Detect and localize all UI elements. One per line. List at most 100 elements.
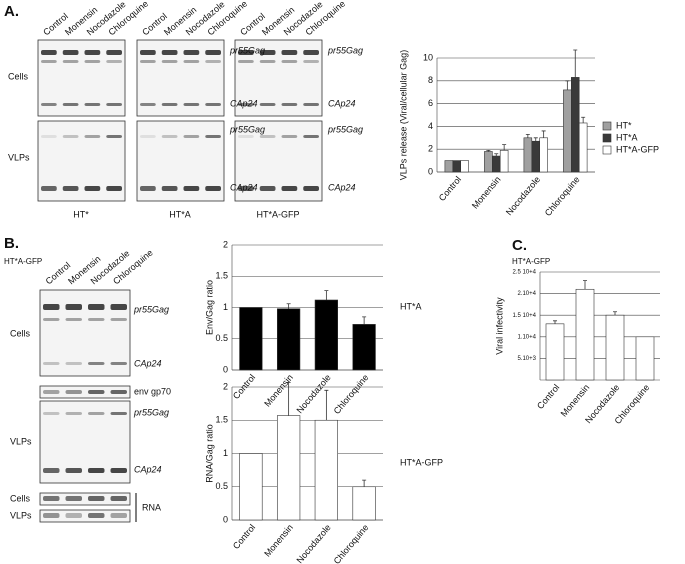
y-tick-label: 0 (428, 166, 433, 176)
panel-label: B. (4, 235, 19, 252)
error-bar (494, 153, 499, 157)
band (140, 60, 156, 63)
band (88, 496, 105, 501)
error-bar (613, 311, 617, 316)
y-tick-label: 1 (223, 448, 228, 458)
row-label: VLPs (10, 436, 32, 446)
cell-line: HT*A-GFP (512, 257, 550, 266)
band (84, 186, 101, 191)
error-bar (324, 389, 329, 421)
band (259, 135, 276, 138)
band (281, 186, 298, 191)
band (41, 135, 57, 138)
band (281, 50, 298, 55)
band (238, 186, 254, 191)
band (106, 103, 122, 106)
y-tick-label: 8 (428, 75, 433, 85)
bar (484, 151, 493, 173)
legend-swatch (602, 145, 612, 155)
band (62, 50, 79, 55)
x-tick-label: Nocodazole (295, 522, 333, 564)
band (106, 50, 122, 55)
band (303, 186, 319, 191)
band (88, 304, 105, 310)
band (65, 362, 82, 365)
band (303, 60, 319, 63)
band (43, 468, 60, 473)
row-label: VLPs (8, 152, 30, 162)
bar (444, 160, 454, 173)
band (303, 50, 319, 55)
y-tick-label: 2.10+4 (517, 291, 536, 297)
band (62, 60, 79, 63)
bar (531, 140, 540, 173)
error-bar (362, 479, 367, 487)
row-label: VLPs (10, 510, 32, 520)
bar (452, 160, 461, 173)
band (110, 412, 127, 415)
band (106, 186, 122, 191)
bar (635, 336, 655, 381)
error-bar (581, 116, 586, 123)
band (259, 60, 276, 63)
y-tick-label: 0.5 (215, 481, 228, 491)
band (65, 318, 82, 321)
band (88, 362, 105, 365)
error-bar (541, 130, 546, 138)
band (41, 186, 57, 191)
band-label: pr55Gag (229, 124, 265, 134)
band (110, 362, 127, 365)
y-tick-label: 6 (428, 98, 433, 108)
y-axis-title: Viral infectivity (494, 297, 504, 355)
band-label: pr55Gag (133, 304, 169, 314)
cell-line: HT*A-GFP (256, 209, 299, 219)
blot (39, 509, 131, 523)
band (84, 60, 101, 63)
cell-line: HT*A (169, 209, 191, 219)
error-bar (573, 49, 578, 78)
band (41, 103, 57, 106)
band (62, 103, 79, 106)
band (62, 186, 79, 191)
band (65, 390, 82, 394)
bar (499, 150, 509, 173)
y-tick-label: 1.5 10+4 (512, 313, 536, 319)
x-tick-label: Chloroquine (332, 522, 371, 564)
y-axis-title: VLPs release (Viral/cellular Gag) (398, 50, 408, 180)
band (183, 135, 200, 138)
band (65, 468, 82, 473)
error-bar (565, 80, 570, 90)
error-bar (286, 303, 291, 309)
band (238, 60, 254, 63)
band (259, 50, 276, 55)
band (161, 50, 178, 55)
band (140, 50, 156, 55)
error-bar (533, 137, 538, 142)
x-tick-label: Nocodazole (295, 372, 333, 415)
y-tick-label: 1.10+4 (517, 334, 536, 340)
band (183, 103, 200, 106)
x-tick-label: Control (231, 522, 257, 551)
band (41, 60, 57, 63)
band (110, 304, 127, 310)
blot (39, 492, 131, 506)
y-tick-label: 1 (223, 302, 228, 312)
band (238, 135, 254, 138)
bar (352, 324, 376, 371)
band (43, 513, 60, 518)
band (238, 103, 254, 106)
y-tick-label: 0.5 (215, 333, 228, 343)
band (62, 135, 79, 138)
band (88, 390, 105, 394)
error-bar (553, 320, 557, 324)
y-tick-label: 2.5 10+4 (512, 270, 536, 276)
band (281, 135, 298, 138)
error-bar (362, 316, 367, 325)
bar (539, 137, 548, 173)
band (205, 60, 221, 63)
band (43, 304, 60, 310)
x-tick-label: Chloroquine (332, 372, 371, 416)
band-label: pr55Gag (327, 124, 363, 134)
band (88, 412, 105, 415)
x-tick-label: Chloroquine (543, 174, 582, 218)
